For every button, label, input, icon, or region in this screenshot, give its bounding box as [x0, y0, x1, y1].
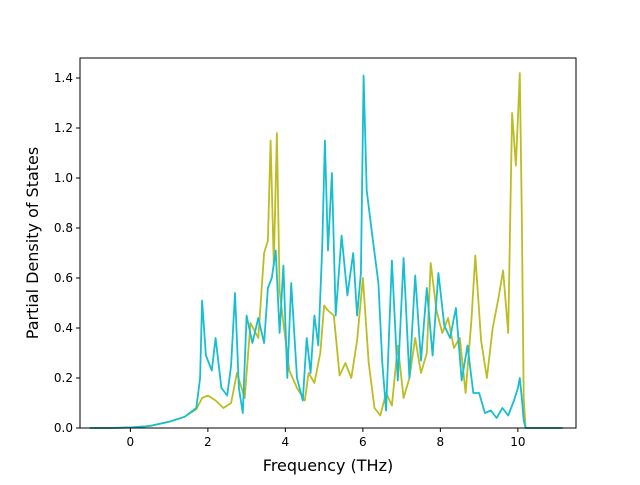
plot-frame [79, 57, 577, 429]
x-tick-label: 2 [204, 435, 212, 449]
series-line-2 [89, 74, 563, 429]
y-tick-label: 0.2 [54, 371, 73, 385]
y-axis-label: Partial Density of States [23, 147, 42, 339]
y-tick-label: 1.2 [54, 121, 73, 135]
x-tick-label: 10 [510, 435, 525, 449]
series-line-1 [89, 72, 563, 429]
x-tick-label: 4 [282, 435, 290, 449]
x-tick-label: 0 [127, 435, 135, 449]
y-tick-label: 0.0 [54, 421, 73, 435]
y-tick-label: 0.6 [54, 271, 73, 285]
y-tick-label: 1.4 [54, 71, 73, 85]
x-tick-label: 6 [359, 435, 367, 449]
y-tick-label: 0.8 [54, 221, 73, 235]
y-tick-label: 0.4 [54, 321, 73, 335]
y-tick-label: 1.0 [54, 171, 73, 185]
x-axis-ticks: 0 2 4 6 8 10 [127, 428, 526, 449]
y-axis-ticks: 0.0 0.2 0.4 0.6 0.8 1.0 1.2 1.4 [54, 71, 80, 435]
x-tick-label: 8 [437, 435, 445, 449]
x-axis-label: Frequency (THz) [263, 456, 393, 475]
series-layer [89, 72, 563, 429]
